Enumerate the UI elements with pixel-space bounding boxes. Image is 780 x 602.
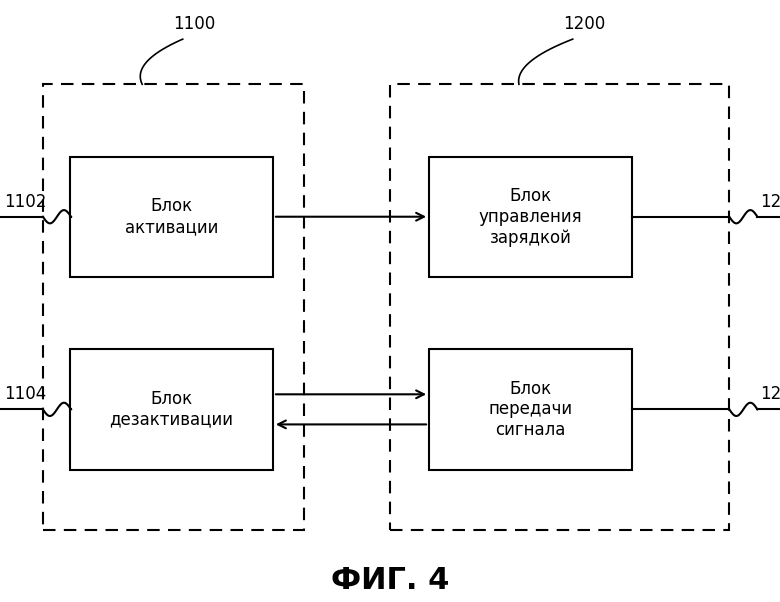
Text: 1204: 1204	[760, 385, 780, 403]
Text: Блок
дезактивации: Блок дезактивации	[110, 390, 233, 429]
Bar	[70, 157, 273, 277]
Text: 1200: 1200	[563, 15, 605, 33]
Text: 1102: 1102	[4, 193, 46, 211]
Text: ФИГ. 4: ФИГ. 4	[331, 566, 449, 595]
Bar	[70, 349, 273, 470]
Text: Блок
активации: Блок активации	[125, 197, 218, 236]
Text: 1104: 1104	[4, 385, 46, 403]
Text: Блок
управления
зарядкой: Блок управления зарядкой	[479, 187, 582, 247]
Bar	[390, 84, 729, 530]
Bar	[43, 84, 304, 530]
Text: 1100: 1100	[173, 15, 215, 33]
Text: Блок
передачи
сигнала: Блок передачи сигнала	[488, 379, 573, 439]
Text: 1202: 1202	[760, 193, 780, 211]
Bar	[429, 157, 632, 277]
Bar	[429, 349, 632, 470]
